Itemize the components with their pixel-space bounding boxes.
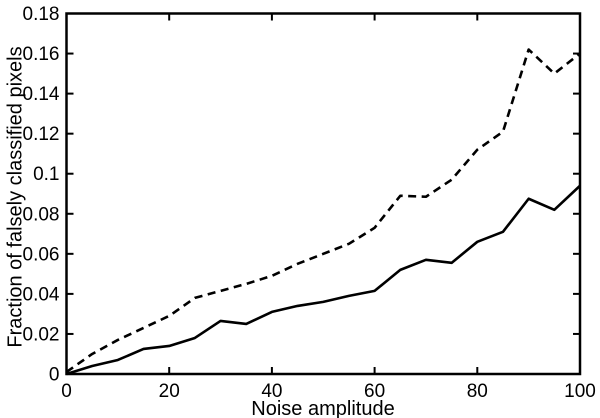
y-tick-label: 0.02 (23, 324, 60, 345)
y-tick-label: 0 (49, 365, 60, 386)
x-tick-label: 60 (364, 381, 385, 402)
x-axis-label: Noise amplitude (251, 398, 395, 418)
dashed-line-series (65, 48, 581, 374)
x-tick-label: 80 (467, 381, 488, 402)
y-tick-label: 0.12 (23, 124, 60, 145)
y-tick-label: 0.06 (23, 244, 60, 265)
y-tick-label: 0.16 (23, 44, 60, 65)
x-tick-label: 20 (159, 381, 180, 402)
x-tick-label: 40 (261, 381, 282, 402)
x-tick-label: 0 (61, 381, 72, 402)
y-tick-label: 0.1 (33, 164, 59, 185)
x-tick-label: 100 (564, 381, 596, 402)
y-tick-label: 0.18 (23, 4, 60, 25)
y-axis-label: Fraction of falsely classified pixels (4, 46, 27, 348)
y-tick-label: 0.14 (23, 84, 60, 105)
y-tick-label: 0.04 (23, 284, 60, 305)
axis-box (65, 12, 582, 376)
y-tick-label: 0.08 (23, 204, 60, 225)
solid-line-series (66, 184, 581, 376)
